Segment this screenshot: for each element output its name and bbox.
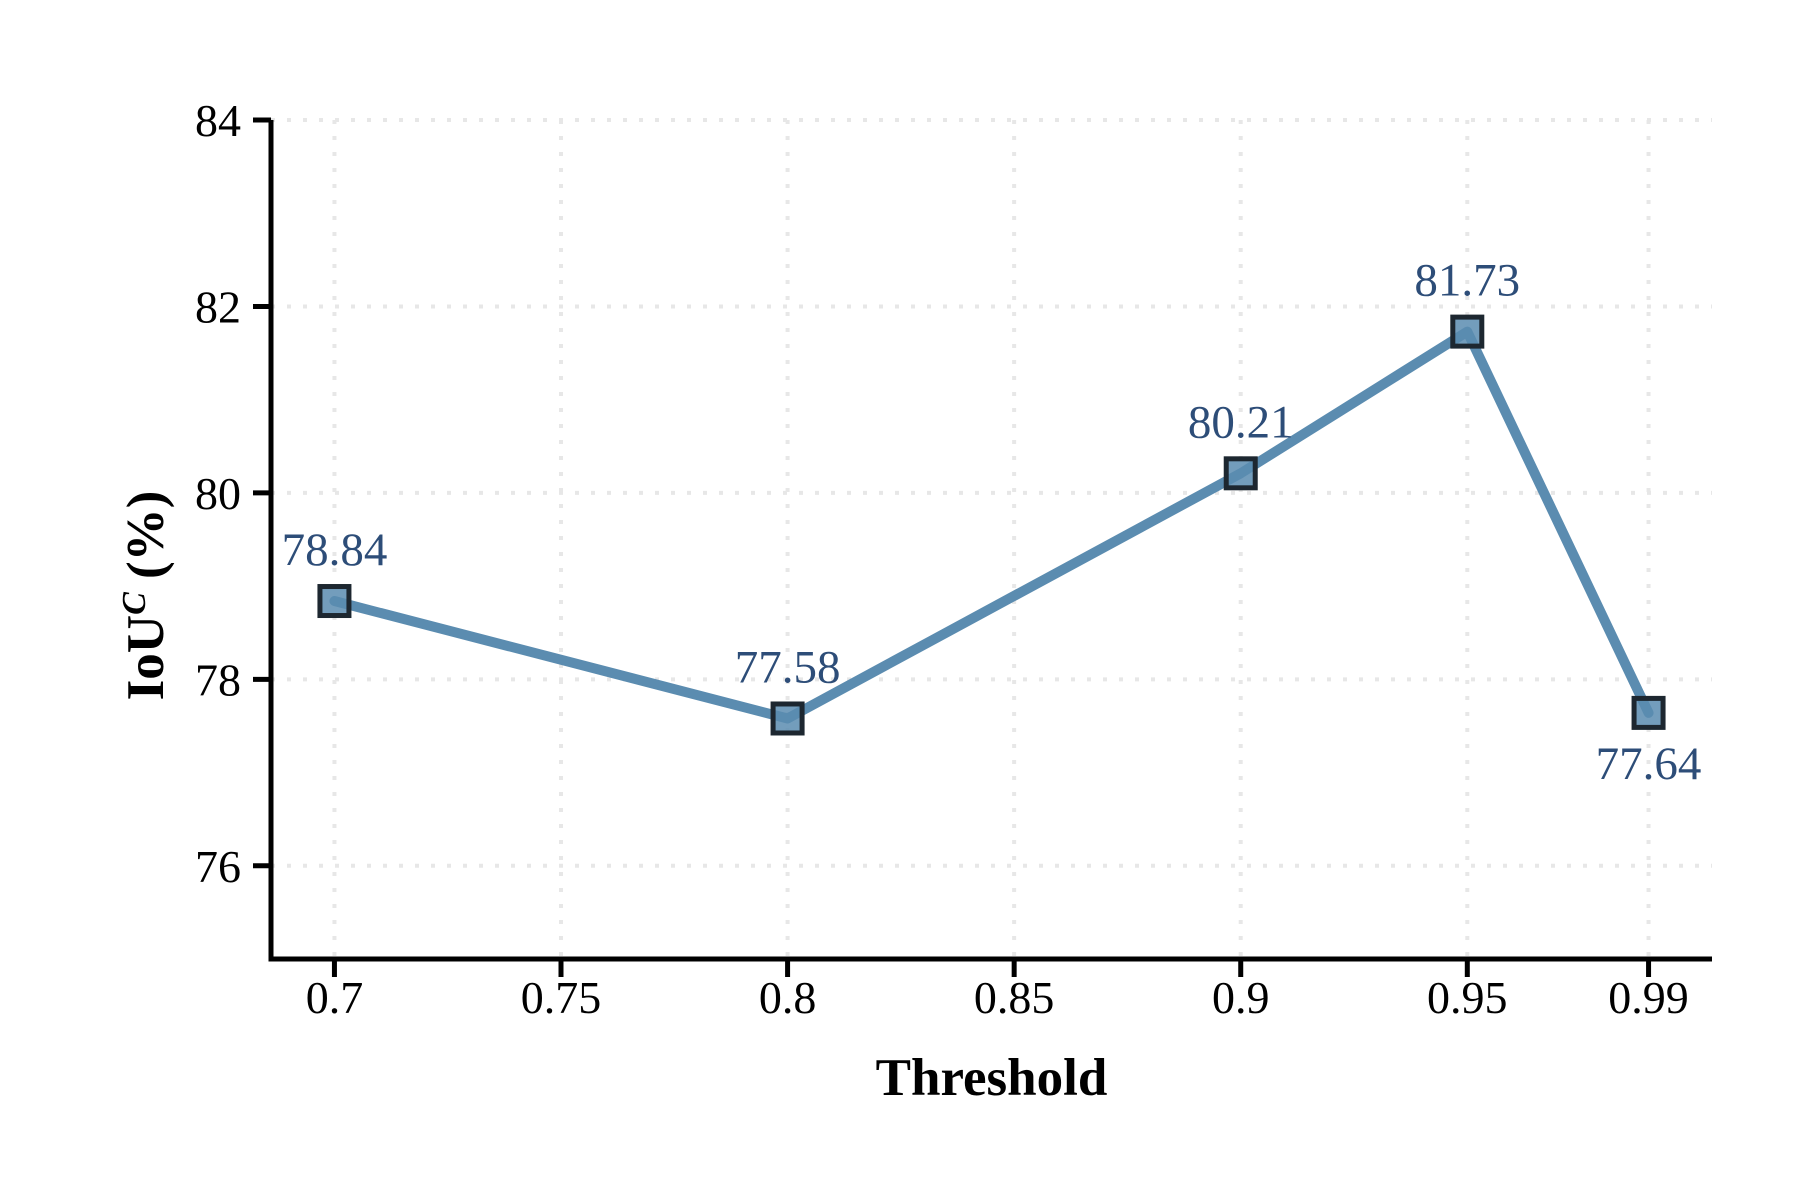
x-axis-title: Threshold <box>876 1049 1108 1107</box>
data-point-marker <box>770 701 805 736</box>
data-point-label: 78.84 <box>282 524 388 576</box>
series-line <box>329 326 1654 724</box>
x-tick-label: 0.9 <box>1212 972 1270 1023</box>
y-axis: 76 78 80 82 84 <box>195 95 271 892</box>
y-tick-label: 78 <box>195 654 241 705</box>
x-axis: 0.7 0.75 0.8 0.85 0.9 0.95 0.99 <box>306 959 1689 1023</box>
gridlines <box>271 118 1712 959</box>
point-labels: 78.84 77.58 80.21 81.73 77.64 <box>282 255 1702 790</box>
x-tick-label: 0.8 <box>759 972 817 1023</box>
y-tick-label: 82 <box>195 281 241 332</box>
series-markers <box>317 314 1666 736</box>
x-tick-label: 0.85 <box>974 972 1055 1023</box>
data-point-marker <box>317 584 352 619</box>
data-point-label: 80.21 <box>1188 396 1294 448</box>
x-tick-label: 0.7 <box>306 972 364 1023</box>
y-tick-label: 80 <box>195 468 241 519</box>
x-tick-label: 0.75 <box>521 972 602 1023</box>
data-point-marker <box>1450 314 1485 349</box>
x-tick-label: 0.99 <box>1608 972 1689 1023</box>
data-point-marker <box>1223 456 1258 491</box>
y-tick-label: 76 <box>195 841 241 892</box>
data-point-label: 77.58 <box>735 641 841 693</box>
y-axis-title: IoUC (%) <box>116 491 175 701</box>
data-point-label: 81.73 <box>1414 255 1520 307</box>
axes <box>268 120 1712 962</box>
y-tick-label: 84 <box>195 95 241 146</box>
x-tick-label: 0.95 <box>1427 972 1508 1023</box>
data-point-marker <box>1631 695 1666 730</box>
data-point-label: 77.64 <box>1596 738 1702 790</box>
